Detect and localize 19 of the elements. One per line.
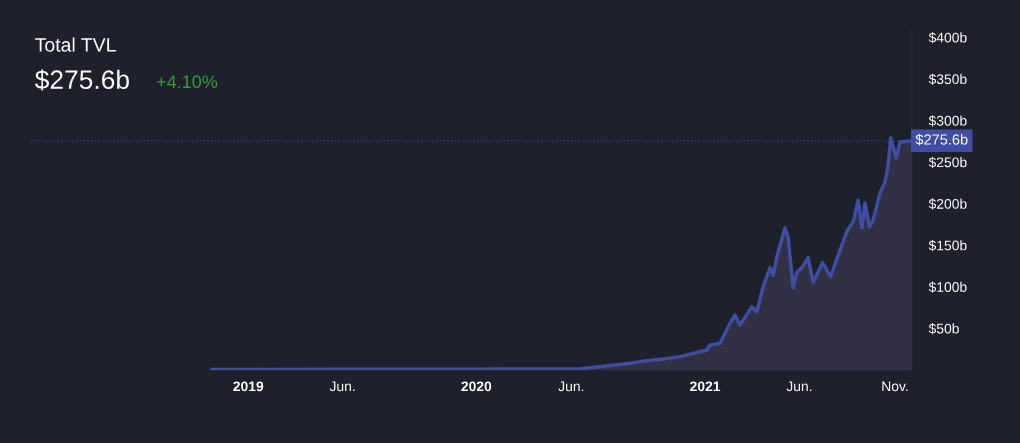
x-tick-label: 2020 [461,381,492,392]
x-tick-label: Jun. [558,381,584,392]
text: $275.6b [34,69,129,91]
y-tick-label: $300b [928,115,967,127]
y-tick-label: $250b [928,156,967,169]
y-tick-label: $400b [928,32,967,44]
y-tick-label: $150b [928,239,967,252]
x-tick-label: Jun. [329,381,355,392]
x-tick-label: 2021 [690,381,721,392]
annotation: +4.10% [156,75,218,89]
y-tick-label: $200b [928,198,967,210]
chart-title: Total TVL [35,37,116,52]
x-tick-label: Nov. [882,381,908,392]
x-tick-label: Jun. [786,381,812,392]
ref-line-label: $275.6b [915,133,968,146]
y-tick-label: $50b [928,323,959,335]
y-tick-label: $100b [928,281,967,293]
y-tick-label: $350b [928,73,967,85]
x-tick-label: 2019 [233,381,264,392]
